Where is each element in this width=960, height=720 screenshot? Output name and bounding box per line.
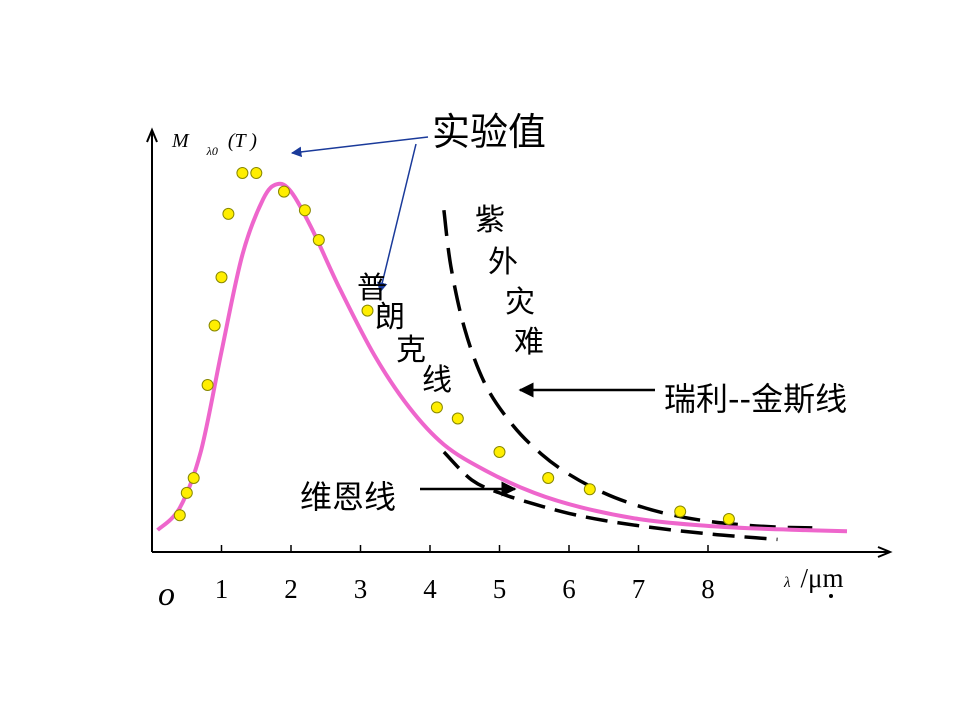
wien-curve xyxy=(442,450,778,542)
experimental-label: 实验值 xyxy=(432,110,546,154)
experimental-point xyxy=(180,486,193,499)
origin-label: o xyxy=(158,576,175,613)
x-tick-label: 2 xyxy=(284,574,298,604)
experimental-point xyxy=(361,304,374,317)
y-axis-arrow-icon xyxy=(146,127,158,143)
y-axis-label: M λ0 (T ) xyxy=(171,130,257,159)
experimental-point xyxy=(201,379,214,391)
x-tick-label: 6 xyxy=(562,574,576,604)
experimental-point xyxy=(312,234,325,246)
experimental-point xyxy=(278,185,290,198)
axis-dot-mark xyxy=(829,594,833,598)
y-axis-label-sub: λ0 xyxy=(206,144,218,158)
experimental-pointer-arrow xyxy=(290,136,429,158)
experimental-point xyxy=(250,167,263,179)
experimental-point xyxy=(173,509,186,522)
x-axis-arrow-icon xyxy=(877,546,893,558)
experimental-point xyxy=(222,207,235,220)
x-tick-label: 8 xyxy=(701,574,715,604)
experimental-point xyxy=(583,483,596,496)
x-tick-label: 1 xyxy=(215,574,229,604)
rayleigh-jeans-curve xyxy=(442,209,813,530)
x-tick-labels: 1 2 3 4 5 6 7 8 xyxy=(215,574,715,604)
experimental-point xyxy=(298,204,311,217)
y-axis-label-main: M xyxy=(171,130,190,152)
x-axis-label: λ /μm xyxy=(783,563,843,593)
experimental-points xyxy=(173,167,735,525)
experimental-point xyxy=(722,513,735,525)
experimental-point xyxy=(430,401,443,414)
x-tick-marks xyxy=(220,545,709,552)
x-axis-label-unit: /μm xyxy=(801,563,844,593)
experimental-point xyxy=(451,412,464,425)
experimental-point xyxy=(542,472,555,484)
wien-label: 维恩线 xyxy=(300,478,396,516)
uv-catastrophe-label: 紫外灾难 xyxy=(475,203,544,360)
experimental-point xyxy=(236,167,249,179)
experimental-point xyxy=(208,319,221,332)
experimental-point xyxy=(187,472,200,484)
experimental-point xyxy=(674,505,687,518)
experimental-point xyxy=(215,271,228,284)
planck-curve xyxy=(156,181,848,534)
x-axis-label-symbol: λ xyxy=(783,575,791,591)
x-tick-label: 5 xyxy=(493,574,507,604)
x-tick-label: 3 xyxy=(354,574,368,604)
x-tick-label: 7 xyxy=(632,574,646,604)
rayleigh-jeans-label: 瑞利--金斯线 xyxy=(664,380,847,418)
y-axis-label-arg: (T ) xyxy=(228,130,257,152)
x-tick-label: 4 xyxy=(423,574,437,604)
experimental-point xyxy=(493,446,506,458)
planck-label: 普朗克线 xyxy=(357,271,452,398)
experimental-pointer-arrow xyxy=(377,143,417,294)
